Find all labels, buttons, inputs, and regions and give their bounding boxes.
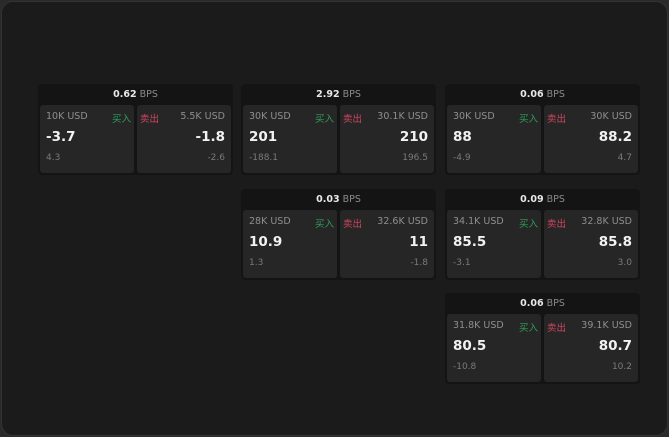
spread-header: 0.06 BPS [445,84,640,105]
ask-change: 4.7 [617,153,632,163]
ask-size: 32.8K USD [581,216,632,227]
ask-size: 5.5K USD [180,111,225,122]
bid-price: 80.5 [453,338,487,354]
bid-size: 34.1K USD [453,216,504,227]
sell-panel[interactable]: 卖出 5.5K USD -1.8 -2.6 [137,105,231,173]
sell-panel[interactable]: 卖出 39.1K USD 80.7 10.2 [544,314,638,382]
buy-label[interactable]: 买入 [518,219,538,230]
sell-label[interactable]: 卖出 [547,323,567,334]
quote-card: 0.09 BPS 34.1K USD 买入 85.5 -3.1 卖出 32.8K USD 85… [445,189,640,280]
quote-card: 0.06 BPS 31.8K USD 买入 80.5 -10.8 卖出 39.1K USD 8… [445,293,640,384]
quote-panels: 28K USD 买入 10.9 1.3 卖出 32.6K USD 11 -1.8 [243,210,434,278]
quote-panels: 30K USD 买入 201 -188.1 卖出 30.1K USD 210 196.5 [243,105,434,173]
spread-value: 0.03 [316,194,340,205]
ask-size: 30.1K USD [377,111,428,122]
bid-price: -3.7 [46,129,76,145]
spread-value: 0.06 [520,89,544,100]
quote-card: 0.06 BPS 30K USD 买入 88 -4.9 卖出 30K USD 88.2 4.7 [445,84,640,175]
quote-panels: 30K USD 买入 88 -4.9 卖出 30K USD 88.2 4.7 [447,105,638,173]
buy-label[interactable]: 买入 [111,114,131,125]
buy-panel[interactable]: 31.8K USD 买入 80.5 -10.8 [447,314,541,382]
sell-panel[interactable]: 卖出 30.1K USD 210 196.5 [340,105,434,173]
bid-price: 10.9 [249,234,283,250]
sell-panel[interactable]: 卖出 32.8K USD 85.8 3.0 [544,210,638,278]
spread-value: 0.09 [520,194,544,205]
quote-panels: 31.8K USD 买入 80.5 -10.8 卖出 39.1K USD 80.7 10.2 [447,314,638,382]
ask-price: 11 [409,234,428,250]
bid-change: -188.1 [249,153,279,163]
bid-price: 201 [249,129,278,145]
ask-price: 80.7 [598,338,632,354]
ask-price: 88.2 [598,129,632,145]
bid-change: -4.9 [453,153,471,163]
quote-card: 0.62 BPS 10K USD 买入 -3.7 4.3 卖出 5.5K USD -1.8 -2… [38,84,233,175]
sell-label[interactable]: 卖出 [547,219,567,230]
sell-label[interactable]: 卖出 [140,114,160,125]
spread-unit: BPS [342,194,361,205]
ask-size: 32.6K USD [377,216,428,227]
buy-panel[interactable]: 34.1K USD 买入 85.5 -3.1 [447,210,541,278]
bid-size: 31.8K USD [453,320,504,331]
spread-header: 0.62 BPS [38,84,233,105]
spread-unit: BPS [546,298,565,309]
spread-unit: BPS [546,89,565,100]
sell-label[interactable]: 卖出 [547,114,567,125]
spread-unit: BPS [139,89,158,100]
spread-unit: BPS [546,194,565,205]
quote-card: 0.03 BPS 28K USD 买入 10.9 1.3 卖出 32.6K USD 11 -1.… [241,189,436,280]
bid-size: 30K USD [453,111,495,122]
bid-size: 10K USD [46,111,88,122]
bid-price: 88 [453,129,472,145]
quote-panels: 10K USD 买入 -3.7 4.3 卖出 5.5K USD -1.8 -2.6 [40,105,231,173]
buy-panel[interactable]: 30K USD 买入 88 -4.9 [447,105,541,173]
buy-panel[interactable]: 28K USD 买入 10.9 1.3 [243,210,337,278]
spread-header: 0.06 BPS [445,293,640,314]
bid-change: 1.3 [249,258,264,268]
ask-change: -1.8 [410,258,428,268]
bid-change: -10.8 [453,362,477,372]
ask-price: -1.8 [195,129,225,145]
bid-price: 85.5 [453,234,487,250]
buy-label[interactable]: 买入 [518,114,538,125]
sell-panel[interactable]: 卖出 32.6K USD 11 -1.8 [340,210,434,278]
bid-change: 4.3 [46,153,61,163]
ask-price: 210 [399,129,428,145]
bid-change: -3.1 [453,258,471,268]
spread-header: 2.92 BPS [241,84,436,105]
quote-card: 2.92 BPS 30K USD 买入 201 -188.1 卖出 30.1K USD 210… [241,84,436,175]
spread-header: 0.03 BPS [241,189,436,210]
buy-label[interactable]: 买入 [314,114,334,125]
spread-unit: BPS [342,89,361,100]
ask-price: 85.8 [598,234,632,250]
sell-panel[interactable]: 卖出 30K USD 88.2 4.7 [544,105,638,173]
quote-panels: 34.1K USD 买入 85.5 -3.1 卖出 32.8K USD 85.8 3.0 [447,210,638,278]
ask-change: 3.0 [617,258,632,268]
ask-change: 196.5 [402,153,428,163]
buy-panel[interactable]: 30K USD 买入 201 -188.1 [243,105,337,173]
spread-value: 0.06 [520,298,544,309]
buy-label[interactable]: 买入 [314,219,334,230]
buy-panel[interactable]: 10K USD 买入 -3.7 4.3 [40,105,134,173]
sell-label[interactable]: 卖出 [343,219,363,230]
buy-label[interactable]: 买入 [518,323,538,334]
spread-value: 2.92 [316,89,340,100]
ask-change: -2.6 [207,153,225,163]
ask-size: 30K USD [590,111,632,122]
spread-value: 0.62 [113,89,137,100]
bid-size: 30K USD [249,111,291,122]
spread-header: 0.09 BPS [445,189,640,210]
ask-size: 39.1K USD [581,320,632,331]
sell-label[interactable]: 卖出 [343,114,363,125]
ask-change: 10.2 [611,362,632,372]
bid-size: 28K USD [249,216,291,227]
